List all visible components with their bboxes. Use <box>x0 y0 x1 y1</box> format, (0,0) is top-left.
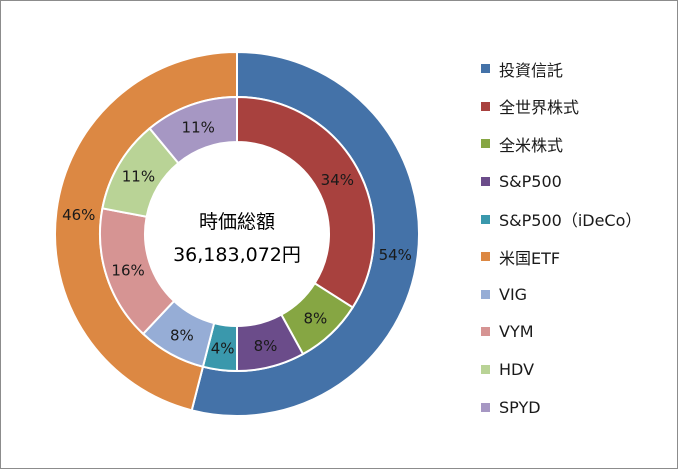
inner-slice-label-5: 8% <box>170 326 194 344</box>
inner-slice-label-6: 16% <box>111 261 144 279</box>
outer-slice-label-2: 46% <box>62 206 95 224</box>
legend-item: SPYD <box>481 388 671 426</box>
center-label-line1: 時価総額 <box>199 211 275 233</box>
inner-slice-label-2: 8% <box>303 309 327 327</box>
center-label-line2: 36,183,072円 <box>173 244 301 266</box>
slice-labels: 54% 46% 34% 8% 8% 4% 8% 16% 11% 11% <box>62 118 412 357</box>
legend-item: 米国ETF <box>481 238 671 276</box>
legend-swatch <box>481 177 490 187</box>
legend-swatch <box>481 327 490 337</box>
legend-swatch <box>481 139 490 149</box>
legend-item: HDV <box>481 351 671 389</box>
legend-label: HDV <box>499 360 535 380</box>
legend-swatch <box>481 289 490 299</box>
legend-swatch <box>481 64 490 74</box>
inner-ring <box>99 95 375 373</box>
legend-label: VIG <box>499 284 528 304</box>
legend-item: S&P500（iDeCo） <box>481 200 671 238</box>
legend: 投資信託全世界株式全米株式 S&P500 S&P500（iDeCo） 米国ETF VIG… <box>481 50 671 426</box>
legend-label: 全米株式 <box>499 135 564 155</box>
legend-label: 投資信託 <box>499 60 564 80</box>
legend-swatch <box>481 252 490 262</box>
legend-item: S&P500 <box>481 163 671 201</box>
legend-label: VYM <box>499 322 534 342</box>
legend-label: 全世界株式 <box>499 98 580 118</box>
inner-slice-label-4: 4% <box>211 340 235 358</box>
inner-slice-label-1: 34% <box>321 171 354 189</box>
inner-slice-8 <box>148 95 238 165</box>
legend-label: S&P500 <box>499 172 562 192</box>
legend-swatch <box>481 365 490 375</box>
legend-item: 全世界株式 <box>481 88 671 126</box>
legend-swatch <box>481 214 490 224</box>
legend-label: S&P500（iDeCo） <box>499 211 642 231</box>
legend-item: VYM <box>481 313 671 351</box>
outer-slice-label-1: 54% <box>379 246 412 264</box>
legend-item: VIG <box>481 276 671 314</box>
inner-slice-label-8: 11% <box>182 118 215 136</box>
legend-label: SPYD <box>499 397 541 417</box>
legend-swatch <box>481 101 490 111</box>
inner-slice-1 <box>236 95 375 309</box>
legend-item: 全米株式 <box>481 125 671 163</box>
inner-slice-label-3: 8% <box>254 337 278 355</box>
inner-slice-label-7: 11% <box>122 168 155 186</box>
legend-swatch <box>481 402 490 412</box>
legend-label: 米国ETF <box>499 248 561 268</box>
legend-item: 投資信託 <box>481 50 671 88</box>
